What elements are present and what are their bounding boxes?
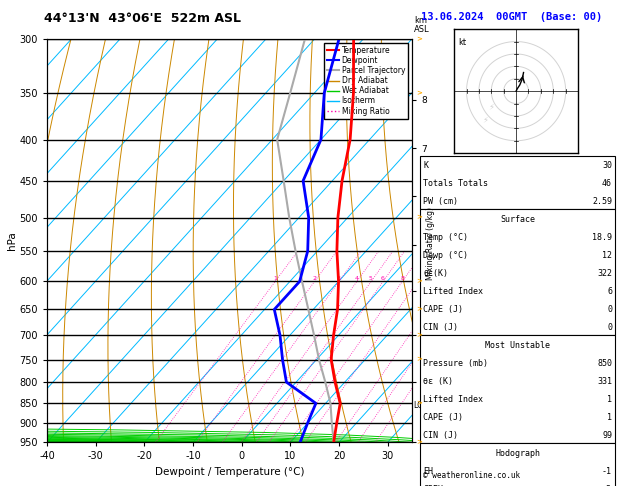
Text: 15: 15: [442, 277, 450, 281]
Text: 10: 10: [414, 277, 421, 281]
Text: 331: 331: [597, 377, 612, 386]
Text: θε(K): θε(K): [423, 269, 448, 278]
Text: © weatheronline.co.uk: © weatheronline.co.uk: [423, 471, 520, 480]
Text: CAPE (J): CAPE (J): [423, 305, 464, 314]
Text: 2.59: 2.59: [592, 197, 612, 206]
Text: 2: 2: [313, 277, 316, 281]
Text: 25: 25: [480, 277, 487, 281]
Text: >: >: [416, 215, 422, 221]
Text: >: >: [416, 90, 422, 96]
Text: Lifted Index: Lifted Index: [423, 395, 483, 404]
Text: kt: kt: [458, 38, 466, 47]
Text: 850: 850: [597, 359, 612, 368]
Text: 12: 12: [602, 251, 612, 260]
Text: K: K: [423, 161, 428, 170]
Text: 46: 46: [602, 179, 612, 188]
Text: Totals Totals: Totals Totals: [423, 179, 488, 188]
Text: 6: 6: [381, 277, 385, 281]
Text: 5: 5: [369, 277, 373, 281]
Text: 0: 0: [607, 323, 612, 332]
Text: Temp (°C): Temp (°C): [423, 233, 469, 242]
Text: Hodograph: Hodograph: [495, 449, 540, 458]
Text: Surface: Surface: [500, 215, 535, 224]
Text: 322: 322: [597, 269, 612, 278]
Text: >: >: [416, 357, 422, 363]
Text: PW (cm): PW (cm): [423, 197, 459, 206]
Text: >: >: [416, 400, 422, 406]
X-axis label: Dewpoint / Temperature (°C): Dewpoint / Temperature (°C): [155, 467, 304, 477]
Text: 0: 0: [607, 305, 612, 314]
Text: >: >: [416, 332, 422, 338]
Text: Lifted Index: Lifted Index: [423, 287, 483, 296]
Text: -1: -1: [602, 467, 612, 476]
Text: CIN (J): CIN (J): [423, 323, 459, 332]
Text: θε (K): θε (K): [423, 377, 454, 386]
Text: CIN (J): CIN (J): [423, 431, 459, 440]
Text: CAPE (J): CAPE (J): [423, 413, 464, 422]
Text: >: >: [416, 36, 422, 42]
Text: SREH: SREH: [423, 485, 443, 486]
Text: 8: 8: [400, 277, 404, 281]
Text: 3: 3: [337, 277, 341, 281]
Text: 1: 1: [607, 413, 612, 422]
Text: >: >: [416, 307, 422, 312]
Legend: Temperature, Dewpoint, Parcel Trajectory, Dry Adiabat, Wet Adiabat, Isotherm, Mi: Temperature, Dewpoint, Parcel Trajectory…: [324, 43, 408, 119]
Text: ⚡: ⚡: [488, 103, 494, 112]
Text: >: >: [416, 278, 422, 284]
Text: 13.06.2024  00GMT  (Base: 00): 13.06.2024 00GMT (Base: 00): [421, 12, 603, 22]
Y-axis label: hPa: hPa: [7, 231, 17, 250]
Text: LCL: LCL: [413, 401, 427, 410]
Text: 4: 4: [355, 277, 359, 281]
Text: ⚡: ⚡: [482, 115, 488, 124]
Text: km
ASL: km ASL: [414, 16, 430, 34]
Text: 18.9: 18.9: [592, 233, 612, 242]
Text: 1: 1: [607, 395, 612, 404]
Text: 30: 30: [602, 161, 612, 170]
Text: Pressure (mb): Pressure (mb): [423, 359, 488, 368]
Text: Dewp (°C): Dewp (°C): [423, 251, 469, 260]
Text: >: >: [416, 439, 422, 445]
Text: 1: 1: [273, 277, 277, 281]
Text: EH: EH: [423, 467, 433, 476]
Text: 44°13'N  43°06'E  522m ASL: 44°13'N 43°06'E 522m ASL: [44, 12, 241, 25]
Text: Mixing Ratio (g/kg): Mixing Ratio (g/kg): [426, 207, 435, 279]
Text: -3: -3: [602, 485, 612, 486]
Text: 20: 20: [463, 277, 471, 281]
Text: Most Unstable: Most Unstable: [485, 341, 550, 350]
Text: 99: 99: [602, 431, 612, 440]
Text: 6: 6: [607, 287, 612, 296]
